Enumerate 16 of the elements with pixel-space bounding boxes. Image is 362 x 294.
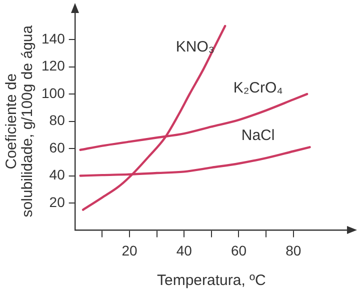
x-tick-label: 80	[286, 242, 302, 258]
y-tick-label: 60	[49, 139, 66, 156]
series-label: NaCl	[241, 127, 275, 144]
x-tick-label: 20	[122, 242, 138, 258]
y-axis-title: Coeficiente de solubilidade, g/100g de água	[3, 24, 36, 218]
series-label: KNO₃	[176, 38, 215, 56]
y-tick-label: 140	[42, 30, 66, 46]
y-tick-label: 40	[49, 166, 66, 183]
y-tick-label: 120	[42, 58, 66, 74]
y-tick-label: 20	[49, 194, 66, 210]
series-label: K₂CrO₄	[233, 80, 283, 97]
x-axis-title: Temperatura, ºC	[157, 272, 266, 290]
x-tick-label: 60	[230, 242, 247, 258]
x-tick-label: 40	[176, 242, 192, 258]
y-tick-label: 80	[49, 112, 66, 128]
y-tick-label: 100	[42, 84, 66, 101]
